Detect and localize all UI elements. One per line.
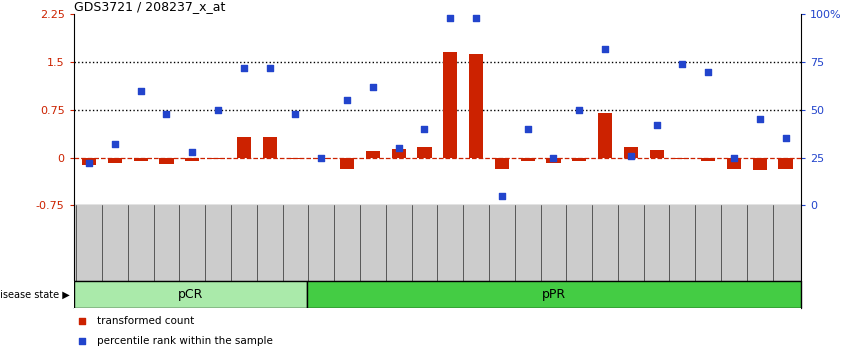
Bar	[211, 158, 225, 159]
Bar	[753, 158, 767, 170]
Point	[494, 193, 508, 199]
Point	[108, 141, 122, 147]
Bar	[469, 54, 483, 158]
Point	[727, 155, 741, 160]
Point	[675, 61, 689, 67]
Bar	[727, 158, 741, 169]
Point	[650, 122, 663, 128]
Bar	[236, 137, 251, 158]
Point	[701, 69, 715, 74]
Point	[753, 116, 766, 122]
Point	[185, 149, 199, 155]
Bar	[107, 158, 122, 162]
Point	[520, 126, 534, 132]
Point	[391, 145, 405, 151]
Point	[572, 107, 586, 113]
Bar	[185, 158, 199, 161]
Bar	[443, 52, 457, 158]
Bar	[572, 158, 586, 161]
Bar	[417, 147, 431, 158]
Bar	[494, 158, 509, 169]
Text: percentile rank within the sample: percentile rank within the sample	[97, 336, 273, 346]
Bar	[779, 158, 792, 169]
Bar	[159, 158, 173, 164]
Bar	[520, 158, 534, 161]
Point	[314, 155, 328, 160]
Point	[237, 65, 251, 70]
Text: pCR: pCR	[178, 288, 204, 301]
Bar	[624, 147, 638, 158]
Point	[133, 88, 147, 93]
Point	[779, 136, 792, 141]
Bar	[74, 281, 307, 308]
Point	[288, 111, 302, 116]
Point	[262, 65, 276, 70]
Bar	[546, 158, 560, 162]
Bar	[340, 158, 354, 169]
Bar	[675, 158, 689, 159]
Point	[340, 97, 354, 103]
Bar	[701, 158, 715, 161]
Point	[510, 211, 524, 217]
Point	[443, 15, 457, 21]
Point	[82, 160, 96, 166]
Point	[469, 15, 483, 21]
Point	[624, 153, 637, 159]
Text: transformed count: transformed count	[97, 316, 194, 326]
Point	[546, 155, 560, 160]
Bar	[391, 149, 406, 158]
Bar	[314, 158, 328, 159]
Text: GDS3721 / 208237_x_at: GDS3721 / 208237_x_at	[74, 0, 225, 13]
Bar	[650, 150, 663, 158]
Bar	[262, 137, 277, 158]
Point	[510, 27, 524, 33]
Bar	[307, 281, 801, 308]
Bar	[288, 158, 302, 159]
Text: pPR: pPR	[542, 288, 566, 301]
Point	[211, 107, 225, 113]
Bar	[133, 158, 148, 161]
Point	[598, 46, 612, 51]
Text: disease state ▶: disease state ▶	[0, 290, 70, 300]
Point	[159, 111, 173, 116]
Point	[417, 126, 431, 132]
Point	[366, 84, 380, 90]
Bar	[598, 113, 612, 158]
Bar	[82, 158, 96, 165]
Bar	[365, 151, 380, 158]
